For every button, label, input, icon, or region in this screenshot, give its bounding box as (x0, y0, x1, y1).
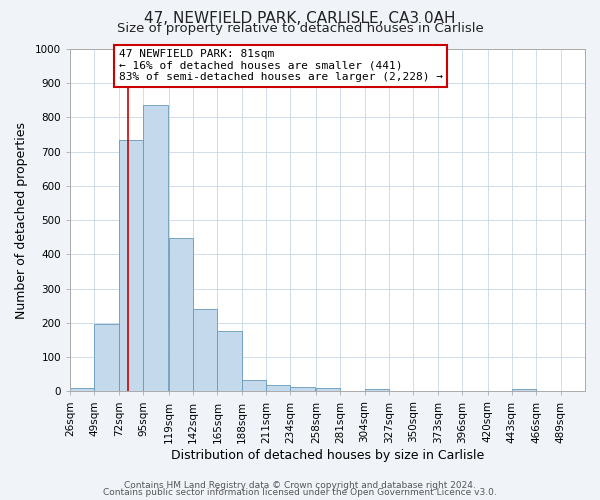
Text: 47, NEWFIELD PARK, CARLISLE, CA3 0AH: 47, NEWFIELD PARK, CARLISLE, CA3 0AH (144, 11, 456, 26)
Text: Contains public sector information licensed under the Open Government Licence v3: Contains public sector information licen… (103, 488, 497, 497)
Text: 47 NEWFIELD PARK: 81sqm
← 16% of detached houses are smaller (441)
83% of semi-d: 47 NEWFIELD PARK: 81sqm ← 16% of detache… (119, 49, 443, 82)
Bar (242, 380, 266, 392)
Y-axis label: Number of detached properties: Number of detached properties (15, 122, 28, 318)
Text: Contains HM Land Registry data © Crown copyright and database right 2024.: Contains HM Land Registry data © Crown c… (124, 481, 476, 490)
Bar (316, 388, 340, 392)
Bar (512, 389, 536, 392)
X-axis label: Distribution of detached houses by size in Carlisle: Distribution of detached houses by size … (171, 450, 484, 462)
Bar (94, 324, 119, 392)
Bar (169, 238, 193, 392)
Bar (217, 331, 242, 392)
Bar (290, 386, 315, 392)
Bar (365, 388, 389, 392)
Bar (70, 388, 94, 392)
Bar (266, 384, 290, 392)
Text: Size of property relative to detached houses in Carlisle: Size of property relative to detached ho… (116, 22, 484, 35)
Bar (119, 140, 143, 392)
Bar (143, 106, 167, 392)
Bar (193, 309, 217, 392)
